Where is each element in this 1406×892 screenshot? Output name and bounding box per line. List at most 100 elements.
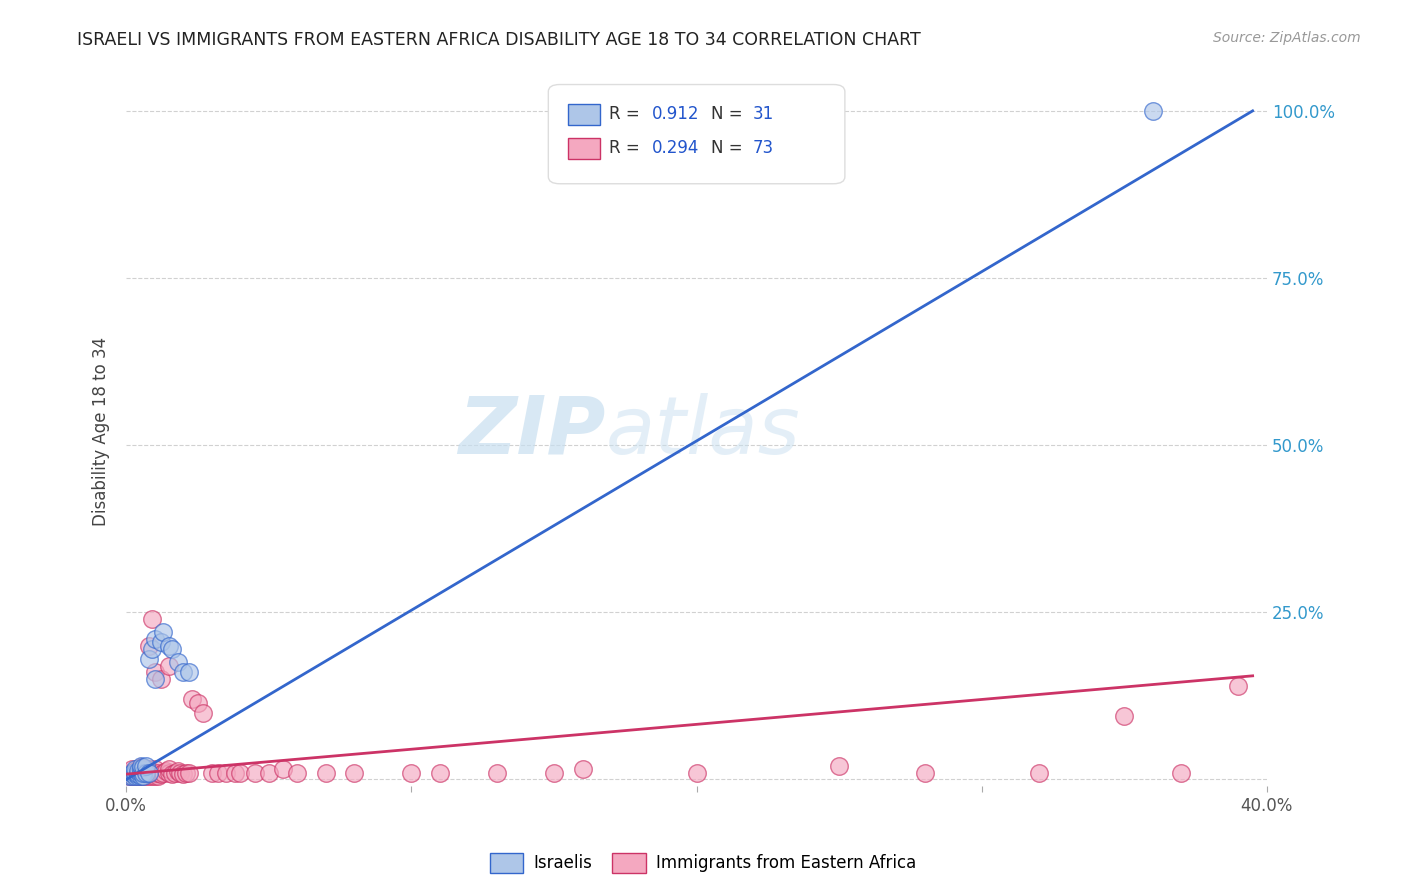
FancyBboxPatch shape [548, 85, 845, 184]
Point [157, 639, 180, 653]
Point [132, 763, 155, 777]
Point [138, 765, 160, 780]
Point [132, 765, 155, 780]
Point [401, 765, 423, 780]
Text: ZIP: ZIP [458, 392, 606, 471]
Point [257, 765, 280, 780]
Point [163, 765, 186, 780]
Point [118, 769, 141, 783]
Point [138, 765, 160, 780]
Point [914, 765, 936, 780]
Point [155, 764, 177, 779]
Point [129, 763, 152, 777]
Point [141, 612, 163, 626]
Point [343, 765, 366, 780]
Point [149, 767, 172, 781]
Point [129, 765, 152, 780]
Point [143, 763, 166, 777]
Point [135, 759, 157, 773]
Point [124, 769, 146, 783]
Point [143, 632, 166, 646]
Text: 73: 73 [752, 139, 773, 157]
Point [135, 763, 157, 777]
Text: R =: R = [609, 139, 645, 157]
Point [129, 769, 152, 783]
Point [124, 763, 146, 777]
Point [129, 769, 152, 783]
Point [201, 765, 224, 780]
Point [132, 765, 155, 780]
Point [141, 769, 163, 783]
Point [124, 769, 146, 783]
Point [1170, 765, 1192, 780]
Point [1028, 765, 1050, 780]
Point [224, 765, 246, 780]
Point [121, 763, 143, 777]
Point [180, 692, 202, 706]
Point [124, 765, 146, 780]
Point [174, 765, 197, 780]
Point [135, 765, 157, 780]
Point [152, 765, 174, 780]
Text: R =: R = [609, 105, 645, 123]
Point [132, 769, 155, 783]
Point [152, 625, 174, 640]
Point [169, 765, 191, 780]
Point [141, 765, 163, 780]
Point [121, 765, 143, 780]
Point [485, 765, 508, 780]
Text: N =: N = [711, 139, 748, 157]
Point [828, 759, 851, 773]
Point [685, 765, 707, 780]
Point [187, 696, 209, 710]
Point [571, 763, 593, 777]
Point [141, 642, 163, 657]
Point [127, 767, 149, 781]
Y-axis label: Disability Age 18 to 34: Disability Age 18 to 34 [93, 337, 110, 526]
Point [118, 765, 141, 780]
Point [315, 765, 337, 780]
Point [172, 665, 194, 680]
Point [135, 765, 157, 780]
Point [146, 765, 169, 780]
Text: N =: N = [711, 105, 748, 123]
Point [135, 769, 157, 783]
Point [160, 767, 183, 781]
Point [124, 767, 146, 781]
Point [138, 639, 160, 653]
Point [127, 764, 149, 779]
Point [129, 759, 152, 773]
Point [229, 765, 252, 780]
Text: atlas: atlas [606, 392, 800, 471]
Point [127, 765, 149, 780]
Point [157, 765, 180, 780]
Point [287, 765, 309, 780]
Text: 31: 31 [752, 105, 773, 123]
Point [177, 765, 200, 780]
Text: 0.294: 0.294 [652, 139, 700, 157]
Point [166, 656, 188, 670]
Point [271, 763, 294, 777]
Point [166, 764, 188, 779]
Point [177, 665, 200, 680]
Point [157, 763, 180, 777]
Point [172, 767, 194, 781]
Point [149, 672, 172, 686]
Point [143, 765, 166, 780]
Point [129, 760, 152, 774]
Point [157, 658, 180, 673]
FancyBboxPatch shape [568, 103, 599, 125]
Point [127, 769, 149, 783]
Point [132, 769, 155, 783]
Point [160, 642, 183, 657]
Text: 0.912: 0.912 [652, 105, 700, 123]
Point [127, 763, 149, 777]
Point [138, 652, 160, 666]
Point [215, 765, 238, 780]
Point [429, 765, 451, 780]
FancyBboxPatch shape [568, 137, 599, 159]
Point [143, 672, 166, 686]
Point [1227, 679, 1250, 693]
Point [138, 763, 160, 777]
Text: Source: ZipAtlas.com: Source: ZipAtlas.com [1213, 31, 1361, 45]
